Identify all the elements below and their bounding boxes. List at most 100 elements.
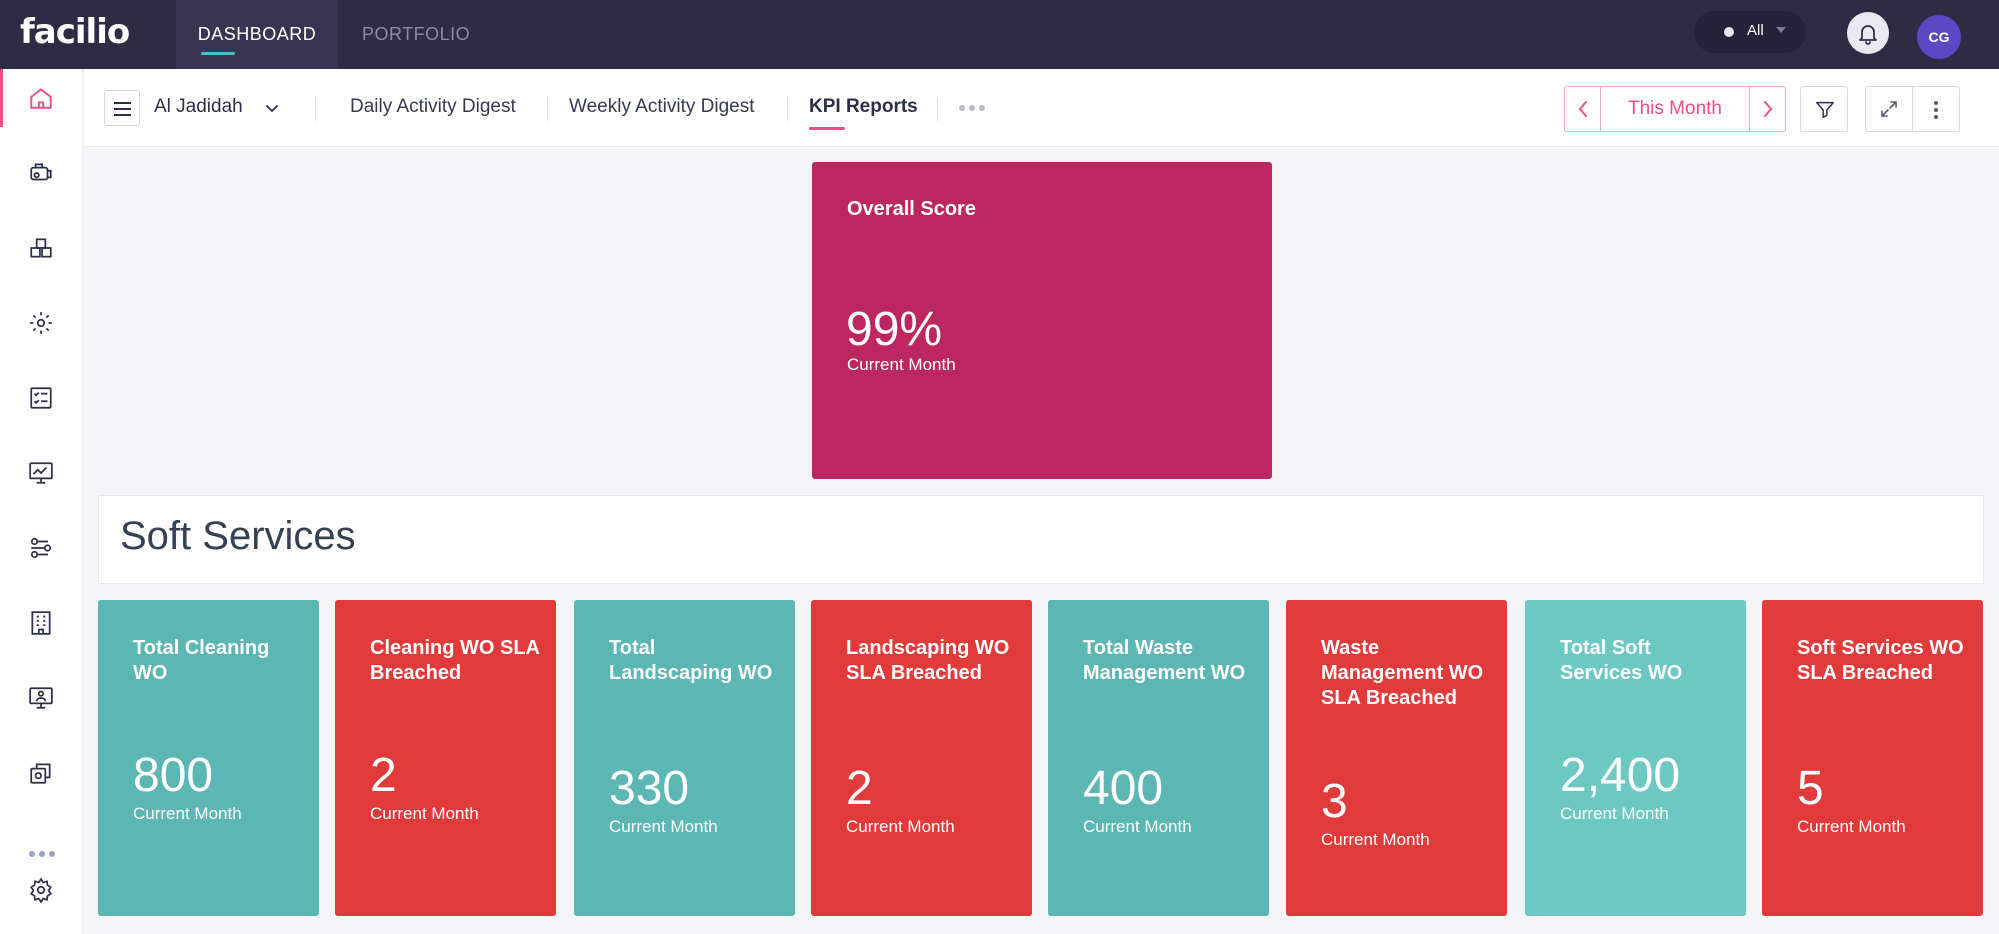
- sidebar-item-home[interactable]: [0, 69, 83, 127]
- section-title: Soft Services: [120, 514, 356, 558]
- dashboard-header: Al Jadidah Daily Activity Digest Weekly …: [84, 69, 1999, 147]
- site-selector[interactable]: Al Jadidah: [154, 96, 243, 118]
- filter-button[interactable]: [1800, 86, 1848, 132]
- kpi-subtitle: Current Month: [846, 817, 955, 836]
- kpi-card-total-landscaping-wo[interactable]: Total Landscaping WO 330 Current Month: [574, 600, 795, 916]
- chevron-left-icon: [1578, 101, 1587, 117]
- sidebar-item-inventory[interactable]: [0, 219, 83, 277]
- caret-down-icon: [1776, 27, 1786, 33]
- sidebar-item-maintenance[interactable]: [0, 294, 83, 352]
- status-dot-icon: [1724, 27, 1734, 37]
- chevron-down-icon[interactable]: [264, 100, 280, 116]
- kpi-title: Waste Management WO SLA Breached: [1321, 637, 1484, 709]
- sidebar-item-assets[interactable]: [0, 744, 83, 802]
- settings-icon: [30, 877, 52, 903]
- divider: [547, 97, 548, 121]
- kpi-subtitle: Current Month: [1797, 817, 1906, 836]
- work-orders-icon: [30, 163, 52, 181]
- kpi-subtitle: Current Month: [133, 804, 242, 823]
- kpi-title: Total Soft Services WO: [1560, 637, 1683, 684]
- kpi-title: Total Landscaping WO: [609, 637, 773, 684]
- divider: [315, 97, 316, 121]
- site-name: Al Jadidah: [154, 96, 243, 117]
- inventory-icon: [30, 238, 52, 258]
- more-tabs-icon[interactable]: [959, 105, 985, 111]
- kpi-title: Soft Services WO SLA Breached: [1797, 637, 1964, 684]
- tab-weekly-activity-digest[interactable]: Weekly Activity Digest: [569, 96, 754, 118]
- building-icon: [31, 611, 51, 635]
- visitor-icon: [29, 687, 53, 709]
- section-header: Soft Services: [98, 495, 1984, 584]
- sidebar-item-work-orders[interactable]: [0, 144, 83, 202]
- kpi-value: 2: [846, 762, 873, 815]
- tab-label: Weekly Activity Digest: [569, 96, 755, 117]
- sidebar-item-visitors[interactable]: [0, 669, 83, 727]
- kpi-card-soft-services-sla-breached[interactable]: Soft Services WO SLA Breached 5 Current …: [1762, 600, 1983, 916]
- user-initials: CG: [1928, 29, 1950, 45]
- kpi-subtitle: Current Month: [1321, 830, 1430, 849]
- tab-dashboard[interactable]: DASHBOARD: [176, 0, 338, 69]
- kpi-card-total-soft-services-wo[interactable]: Total Soft Services WO 2,400 Current Mon…: [1525, 600, 1746, 916]
- tab-dashboard-label: DASHBOARD: [197, 24, 317, 44]
- kpi-value: 5: [1797, 762, 1824, 815]
- kpi-card-landscaping-sla-breached[interactable]: Landscaping WO SLA Breached 2 Current Mo…: [811, 600, 1032, 916]
- fullscreen-button[interactable]: [1866, 87, 1913, 131]
- kpi-card-total-cleaning-wo[interactable]: Total Cleaning WO 800 Current Month: [98, 600, 319, 916]
- sidebar-item-checklist[interactable]: [0, 369, 83, 427]
- chevron-right-icon: [1764, 101, 1773, 117]
- kpi-card-waste-management-sla-breached[interactable]: Waste Management WO SLA Breached 3 Curre…: [1286, 600, 1507, 916]
- bell-icon: [1859, 25, 1877, 45]
- card-title: Overall Score: [847, 198, 976, 220]
- more-options-button[interactable]: [1913, 87, 1959, 131]
- previous-period-button[interactable]: [1565, 87, 1601, 131]
- kpi-subtitle: Current Month: [1560, 804, 1669, 823]
- logo-text: facilio: [20, 12, 130, 52]
- kpi-title: Total Waste Management WO: [1083, 637, 1246, 684]
- assets-icon: [30, 763, 51, 784]
- kpi-subtitle: Current Month: [1083, 817, 1192, 836]
- notifications-button[interactable]: [1847, 12, 1889, 54]
- analytics-icon: [29, 462, 53, 484]
- tab-portfolio[interactable]: PORTFOLIO: [362, 0, 470, 69]
- dashboard-actions: [1865, 86, 1960, 132]
- card-subtitle: Current Month: [847, 355, 956, 374]
- tab-daily-activity-digest[interactable]: Daily Activity Digest: [350, 96, 516, 118]
- sidebar-item-analytics[interactable]: [0, 444, 83, 502]
- kpi-card-total-waste-management-wo[interactable]: Total Waste Management WO 400 Current Mo…: [1048, 600, 1269, 916]
- divider: [787, 97, 788, 121]
- hamburger-icon: [114, 102, 131, 104]
- kpi-card-cleaning-sla-breached[interactable]: Cleaning WO SLA Breached 2 Current Month: [335, 600, 556, 916]
- kpi-value: 800: [133, 749, 214, 802]
- kpi-title: Total Cleaning WO: [133, 637, 270, 684]
- left-sidebar: [0, 69, 83, 934]
- tab-portfolio-label: PORTFOLIO: [362, 24, 471, 44]
- kpi-value: 3: [1321, 775, 1348, 828]
- expand-icon: [1881, 101, 1897, 117]
- home-icon: [30, 88, 52, 109]
- checklist-icon: [30, 387, 52, 409]
- kpi-value: 2: [370, 749, 397, 802]
- sidebar-item-settings[interactable]: [0, 861, 83, 919]
- automation-icon: [30, 537, 52, 559]
- period-label[interactable]: This Month: [1628, 98, 1722, 119]
- tab-kpi-reports[interactable]: KPI Reports: [809, 96, 918, 130]
- maintenance-icon: [30, 312, 52, 334]
- sidebar-more-icon[interactable]: [29, 851, 55, 857]
- sidebar-item-automation[interactable]: [0, 519, 83, 577]
- site-filter-label: All: [1747, 22, 1764, 39]
- site-filter-dropdown[interactable]: All: [1694, 11, 1806, 53]
- tab-label: KPI Reports: [809, 96, 918, 117]
- facilio-logo[interactable]: facilio: [20, 10, 130, 54]
- card-value: 99%: [846, 303, 943, 356]
- overall-score-card[interactable]: Overall Score 99% Current Month: [812, 162, 1272, 479]
- filter-icon: [1816, 101, 1834, 119]
- kpi-value: 2,400: [1560, 749, 1681, 802]
- tab-label: Daily Activity Digest: [350, 96, 516, 117]
- next-period-button[interactable]: [1749, 87, 1785, 131]
- kebab-icon: [1934, 101, 1938, 105]
- sidebar-item-buildings[interactable]: [0, 594, 83, 652]
- dashboard-menu-button[interactable]: [104, 90, 140, 126]
- kpi-subtitle: Current Month: [609, 817, 718, 836]
- user-avatar[interactable]: CG: [1917, 15, 1961, 59]
- kpi-title: Cleaning WO SLA Breached: [370, 637, 540, 684]
